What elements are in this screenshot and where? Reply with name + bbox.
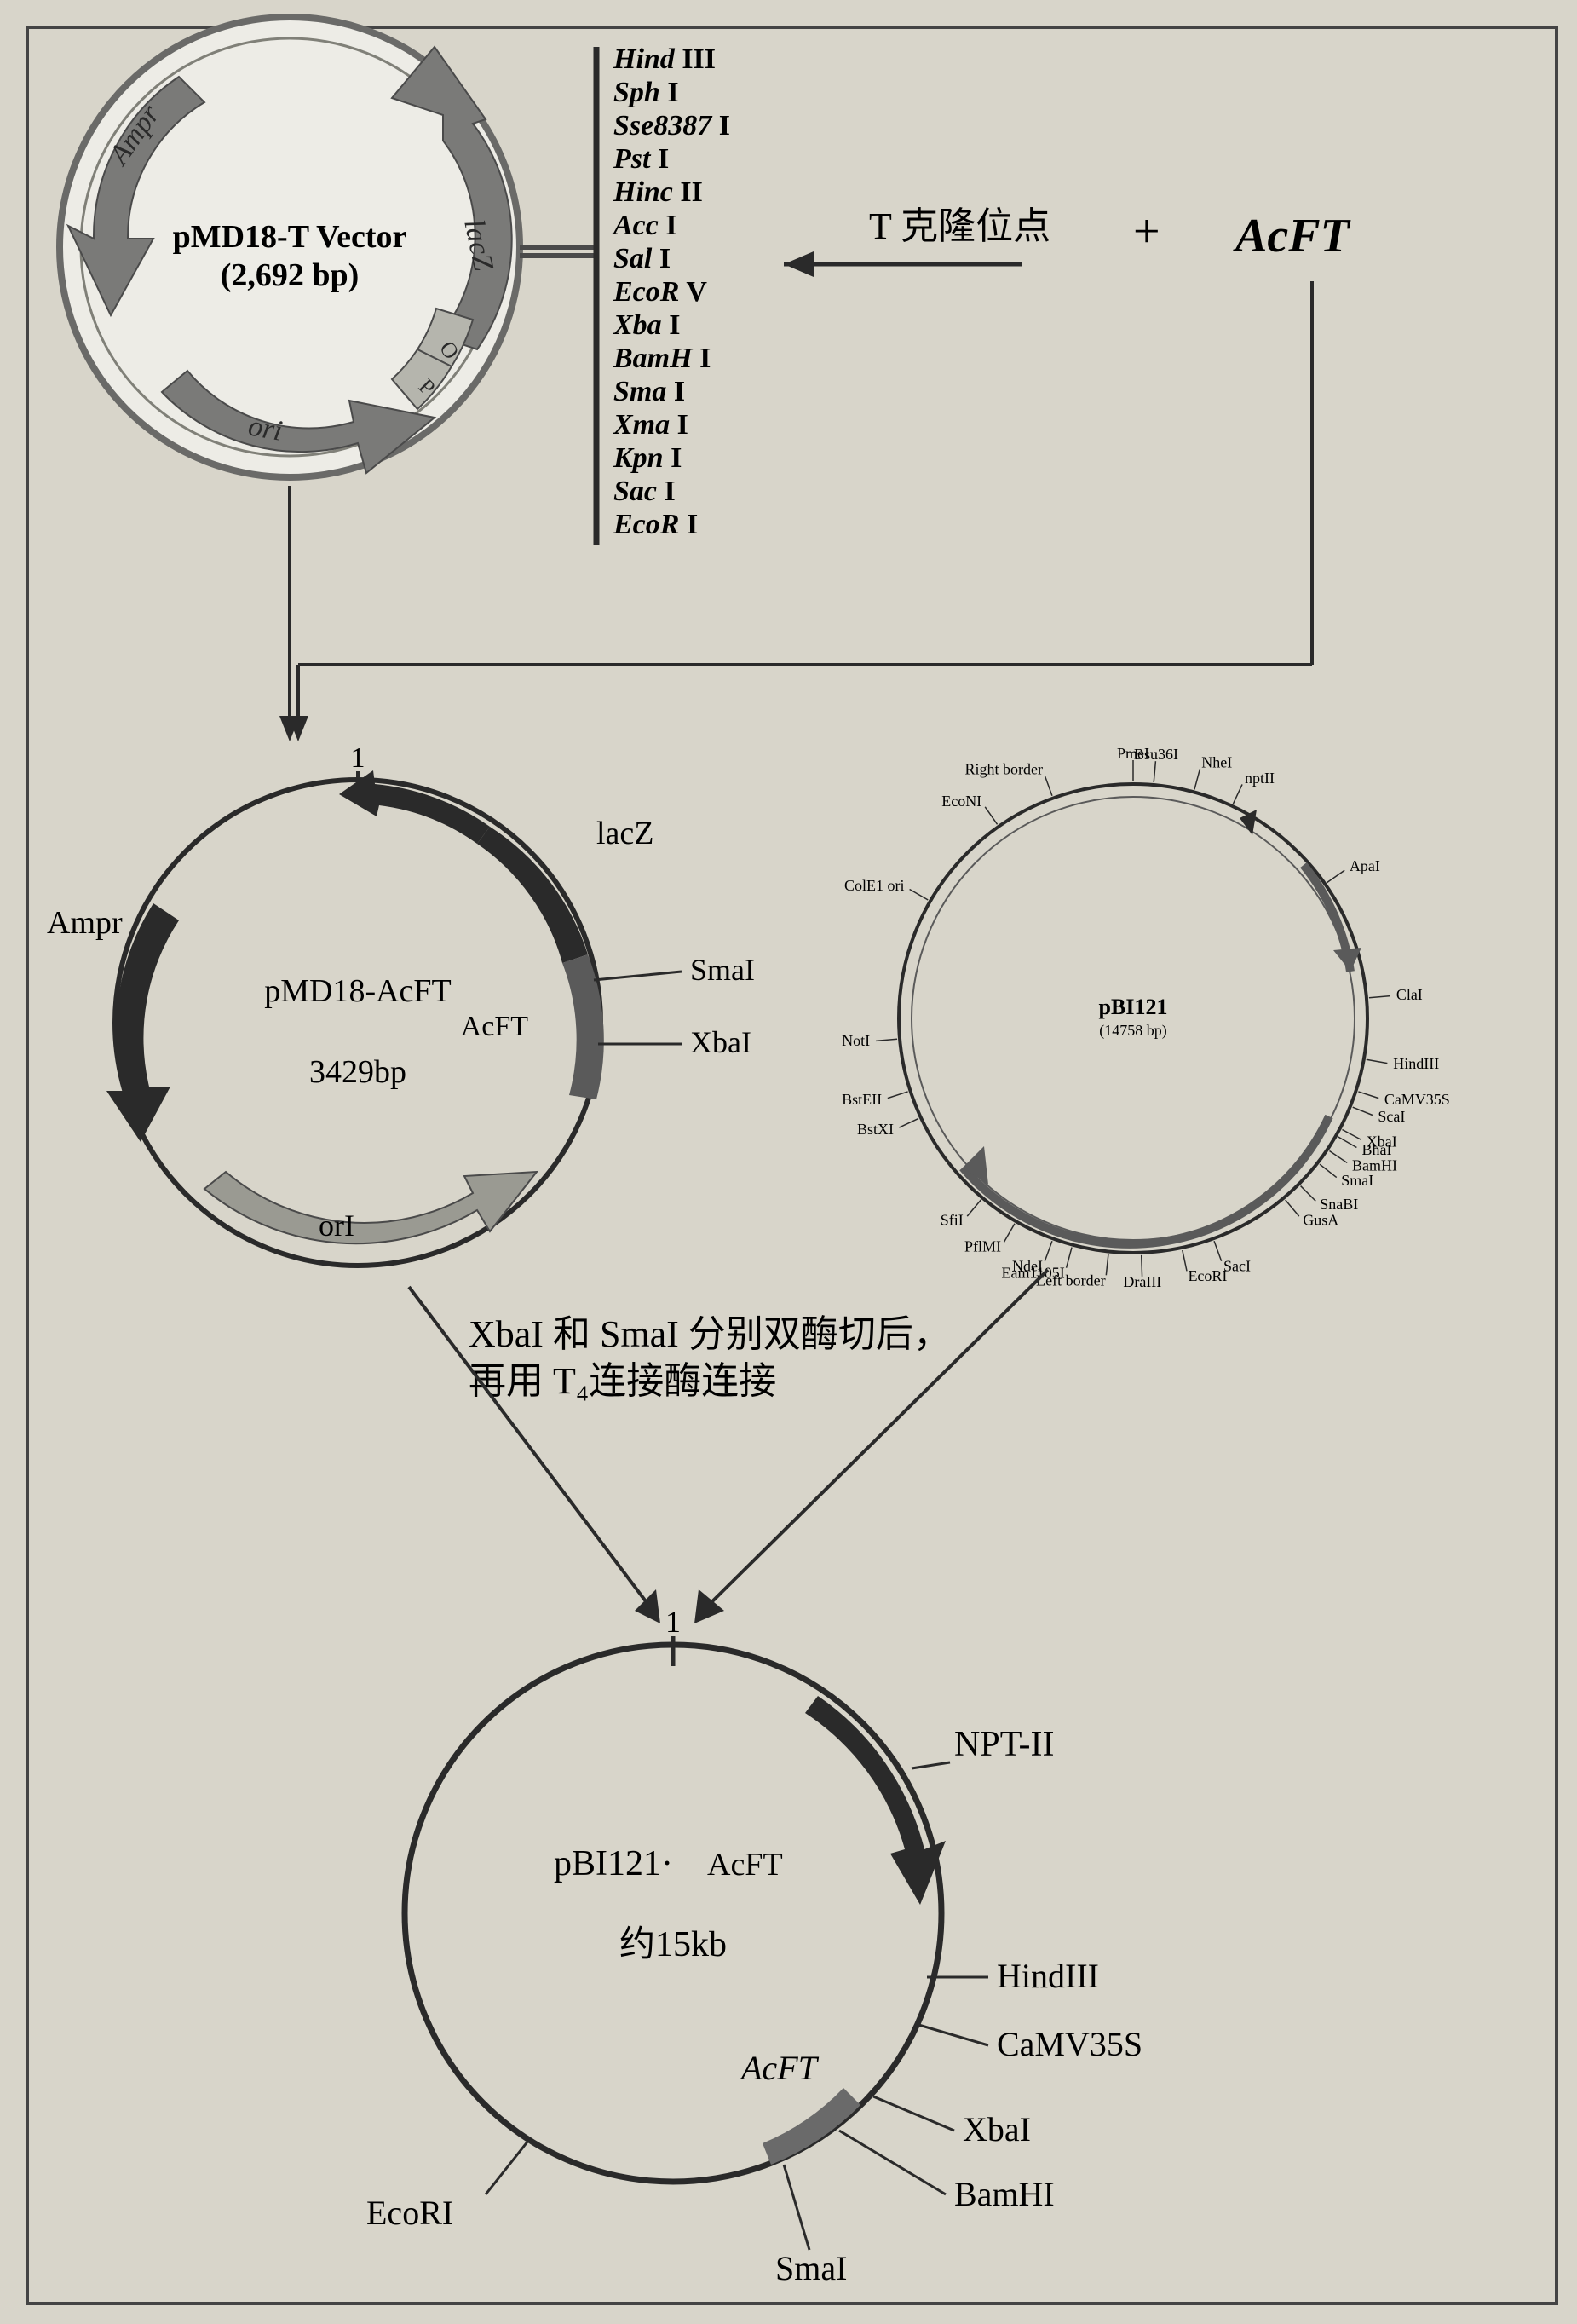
tclone-label: T 克隆位点 [869, 205, 1050, 247]
mid-left-ori: orI [319, 1208, 354, 1243]
bottom-bamhi: BamHI [954, 2175, 1055, 2213]
bottom-xbai: XbaI [963, 2110, 1031, 2148]
digest-line2: 再用 T₄连接酶连接 [469, 1360, 776, 1402]
mid-right-name: pBI121 [1099, 995, 1168, 1019]
bottom-camv35s: CaMV35S [997, 2025, 1142, 2063]
pbi-site-label: BstEII [842, 1091, 882, 1108]
enzyme-item: Hind III [613, 43, 716, 75]
pbi-site-label: NheI [1201, 754, 1232, 771]
enzyme-item: EcoR V [613, 276, 707, 308]
enzyme-item: EcoR I [613, 509, 698, 540]
bottom-name1b: AcFT [707, 1847, 783, 1883]
top-plasmid-name2: (2,692 bp) [221, 257, 360, 293]
enzyme-item: Pst I [613, 143, 669, 175]
bottom-nptii: NPT-II [954, 1725, 1054, 1764]
plus-sign: + [1133, 205, 1160, 258]
digest-text: XbaI 和 SmaI 分别双酶切后， 再用 T₄连接酶连接 [469, 1313, 951, 1402]
digest-line1: XbaI 和 SmaI 分别双酶切后， [469, 1313, 951, 1355]
top-plasmid: Ampr lacZ O P ori pMD18-T Vector (2,692 … [60, 17, 596, 477]
enzyme-item: Sac I [613, 476, 676, 507]
ori-label: ori [246, 410, 285, 447]
mid-left-name: pMD18-AcFT [264, 973, 452, 1009]
enzyme-item: Sma I [613, 376, 685, 407]
pbi-site-label: Bsu36I [1134, 746, 1178, 763]
pbi-site-label: SacI [1223, 1257, 1251, 1274]
pbi-site-label: NdeI [1012, 1257, 1043, 1274]
bottom-acft: AcFT [739, 2049, 820, 2087]
enzyme-item: Acc I [612, 210, 677, 241]
pbi-site-label: NotI [842, 1032, 870, 1049]
mid-left-lacz: lacZ [596, 816, 654, 851]
pbi-site-label: DraIII [1123, 1273, 1161, 1290]
pbi-site-label: SnaΒI [1320, 1196, 1358, 1213]
pbi-site-label: HindIII [1393, 1055, 1439, 1072]
mid-right-plasmid: pBI121 (14758 bp) NotI ColE1 ori EcoNI Righ… [842, 745, 1450, 1290]
top-plasmid-name1: pMD18-T Vector [173, 219, 407, 255]
bottom-one: 1 [665, 1605, 681, 1639]
pbi-site-label: BhaI [1361, 1141, 1391, 1158]
mid-left-ampr: Ampr [47, 905, 123, 941]
enzyme-item: Sal I [613, 243, 671, 274]
mid-left-size: 3429bp [309, 1054, 406, 1090]
pbi-site-label: GusA [1303, 1211, 1338, 1228]
enzyme-item: Xba I [613, 309, 680, 341]
mid-right-size: (14758 bp) [1099, 1022, 1167, 1040]
bottom-hindiii: HindIII [997, 1957, 1099, 1995]
pbi-site-label: ScaI [1378, 1108, 1405, 1125]
enzyme-item: Xma I [613, 409, 688, 441]
acft-label: AcFT [1233, 210, 1352, 262]
mid-left-xbai: XbaI [690, 1025, 751, 1059]
pbi-site-label: PflMI [964, 1237, 1001, 1254]
bottom-smai: SmaI [775, 2249, 847, 2287]
bottom-name1: pBI121· [554, 1844, 673, 1883]
pbi-site-label: EcoNI [941, 793, 981, 810]
enzyme-list: Hind IIISph ISse8387 IPst IHinc IIAcc IS… [612, 43, 730, 540]
enzyme-item: Kpn I [613, 442, 682, 474]
pbi-site-label: ColE1 ori [844, 877, 905, 894]
pbi-site-label: ApaI [1350, 857, 1380, 874]
mid-left-one: 1 [351, 742, 365, 774]
pbi-site-label: nptII [1245, 770, 1275, 787]
enzyme-item: Hinc II [613, 176, 703, 208]
enzyme-item: BamH I [613, 343, 711, 374]
bottom-size: 约15kb [619, 1925, 727, 1964]
mid-left-plasmid: 1 lacZ AcFT SmaI XbaI Ampr orI pMD18-AcF… [47, 742, 755, 1266]
bottom-plasmid: 1 NPT-II AcFT HindIII CaMV35S XbaI BamHI… [366, 1605, 1142, 2287]
pbi-site-label: EcoRI [1188, 1267, 1227, 1284]
pbi-site-label: SmaI [1341, 1172, 1373, 1189]
pbi-site-label: SfiI [941, 1211, 964, 1228]
pbi-site-label: ClaI [1396, 986, 1423, 1003]
mid-left-acft: AcFT [461, 1011, 529, 1042]
pbi-site-label: Right border [964, 761, 1043, 778]
mid-left-smai: SmaI [690, 953, 755, 987]
enzyme-item: Sse8387 I [613, 110, 730, 141]
pbi-site-label: BstXI [857, 1121, 894, 1138]
pbi-site-label: CaMV35S [1384, 1091, 1450, 1108]
bottom-ecori: EcoRI [366, 2194, 453, 2232]
enzyme-item: Sph I [613, 77, 679, 108]
tclone-group: T 克隆位点 + AcFT [784, 205, 1352, 277]
